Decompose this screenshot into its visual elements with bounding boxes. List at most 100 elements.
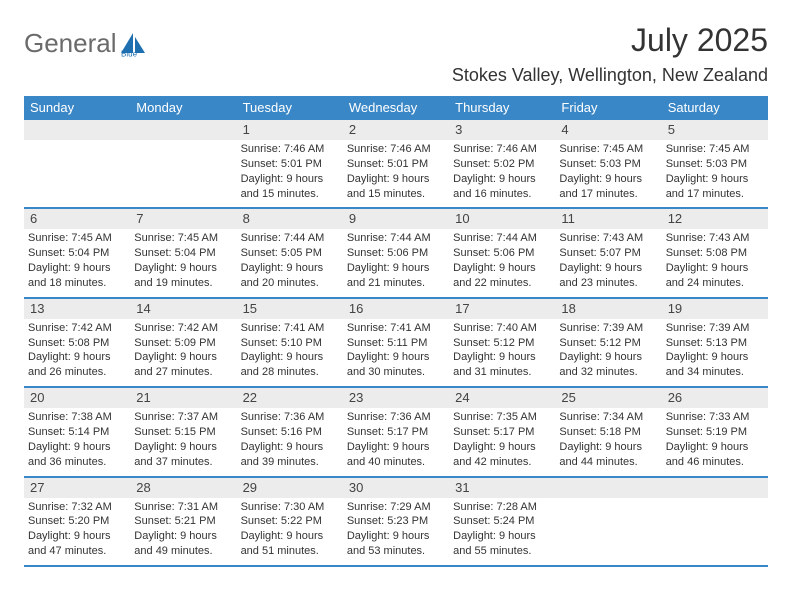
sunset-line: Sunset: 5:04 PM [28, 246, 126, 261]
day-details [559, 498, 657, 556]
day-details: Sunrise: 7:36 AMSunset: 5:16 PMDaylight:… [241, 408, 339, 469]
day-number [130, 120, 236, 140]
daylight1-line: Daylight: 9 hours [28, 261, 126, 276]
day-cell: 16Sunrise: 7:41 AMSunset: 5:11 PMDayligh… [343, 299, 449, 386]
sunset-line: Sunset: 5:21 PM [134, 514, 232, 529]
sunrise-line: Sunrise: 7:40 AM [453, 321, 551, 336]
day-cell: 26Sunrise: 7:33 AMSunset: 5:19 PMDayligh… [662, 388, 768, 475]
daylight2-line: and 15 minutes. [347, 187, 445, 202]
sunrise-line: Sunrise: 7:38 AM [28, 410, 126, 425]
sunrise-line: Sunrise: 7:35 AM [453, 410, 551, 425]
day-cell: 3Sunrise: 7:46 AMSunset: 5:02 PMDaylight… [449, 120, 555, 207]
day-number: 10 [449, 209, 555, 229]
daylight2-line: and 20 minutes. [241, 276, 339, 291]
daylight1-line: Daylight: 9 hours [559, 350, 657, 365]
week-row: 27Sunrise: 7:32 AMSunset: 5:20 PMDayligh… [24, 478, 768, 567]
day-cell: 29Sunrise: 7:30 AMSunset: 5:22 PMDayligh… [237, 478, 343, 565]
day-cell: 30Sunrise: 7:29 AMSunset: 5:23 PMDayligh… [343, 478, 449, 565]
day-number: 6 [24, 209, 130, 229]
day-details: Sunrise: 7:33 AMSunset: 5:19 PMDaylight:… [666, 408, 764, 469]
day-details: Sunrise: 7:34 AMSunset: 5:18 PMDaylight:… [559, 408, 657, 469]
sunset-line: Sunset: 5:06 PM [453, 246, 551, 261]
daylight2-line: and 23 minutes. [559, 276, 657, 291]
daylight1-line: Daylight: 9 hours [241, 529, 339, 544]
day-number [662, 478, 768, 498]
day-cell: 19Sunrise: 7:39 AMSunset: 5:13 PMDayligh… [662, 299, 768, 386]
daylight1-line: Daylight: 9 hours [453, 440, 551, 455]
day-cell: 2Sunrise: 7:46 AMSunset: 5:01 PMDaylight… [343, 120, 449, 207]
sunset-line: Sunset: 5:15 PM [134, 425, 232, 440]
sunrise-line: Sunrise: 7:44 AM [241, 231, 339, 246]
day-number: 1 [237, 120, 343, 140]
daylight2-line: and 16 minutes. [453, 187, 551, 202]
sunrise-line: Sunrise: 7:45 AM [134, 231, 232, 246]
sunrise-line: Sunrise: 7:45 AM [559, 142, 657, 157]
day-cell: 22Sunrise: 7:36 AMSunset: 5:16 PMDayligh… [237, 388, 343, 475]
sunset-line: Sunset: 5:19 PM [666, 425, 764, 440]
day-details [134, 140, 232, 198]
daylight1-line: Daylight: 9 hours [347, 440, 445, 455]
sail-icon: Blue [119, 31, 149, 57]
daylight2-line: and 39 minutes. [241, 455, 339, 470]
day-details: Sunrise: 7:42 AMSunset: 5:09 PMDaylight:… [134, 319, 232, 380]
daylight2-line: and 55 minutes. [453, 544, 551, 559]
sunrise-line: Sunrise: 7:36 AM [347, 410, 445, 425]
day-details: Sunrise: 7:28 AMSunset: 5:24 PMDaylight:… [453, 498, 551, 559]
daylight2-line: and 47 minutes. [28, 544, 126, 559]
day-details: Sunrise: 7:43 AMSunset: 5:07 PMDaylight:… [559, 229, 657, 290]
sunset-line: Sunset: 5:08 PM [28, 336, 126, 351]
day-cell: 10Sunrise: 7:44 AMSunset: 5:06 PMDayligh… [449, 209, 555, 296]
sunrise-line: Sunrise: 7:43 AM [666, 231, 764, 246]
daylight1-line: Daylight: 9 hours [347, 172, 445, 187]
daylight1-line: Daylight: 9 hours [559, 440, 657, 455]
weekday-label: Sunday [24, 96, 130, 120]
weekday-label: Tuesday [237, 96, 343, 120]
sunrise-line: Sunrise: 7:46 AM [453, 142, 551, 157]
daylight1-line: Daylight: 9 hours [134, 529, 232, 544]
sunset-line: Sunset: 5:01 PM [241, 157, 339, 172]
sunrise-line: Sunrise: 7:31 AM [134, 500, 232, 515]
daylight2-line: and 26 minutes. [28, 365, 126, 380]
day-details [666, 498, 764, 556]
day-details: Sunrise: 7:46 AMSunset: 5:01 PMDaylight:… [241, 140, 339, 201]
day-number [24, 120, 130, 140]
sunrise-line: Sunrise: 7:45 AM [28, 231, 126, 246]
day-details: Sunrise: 7:42 AMSunset: 5:08 PMDaylight:… [28, 319, 126, 380]
daylight1-line: Daylight: 9 hours [666, 261, 764, 276]
week-row: 13Sunrise: 7:42 AMSunset: 5:08 PMDayligh… [24, 299, 768, 388]
day-cell [555, 478, 661, 565]
sunset-line: Sunset: 5:16 PM [241, 425, 339, 440]
daylight2-line: and 30 minutes. [347, 365, 445, 380]
daylight1-line: Daylight: 9 hours [666, 440, 764, 455]
sunset-line: Sunset: 5:24 PM [453, 514, 551, 529]
day-cell: 28Sunrise: 7:31 AMSunset: 5:21 PMDayligh… [130, 478, 236, 565]
day-cell: 27Sunrise: 7:32 AMSunset: 5:20 PMDayligh… [24, 478, 130, 565]
daylight2-line: and 51 minutes. [241, 544, 339, 559]
weekday-label: Friday [555, 96, 661, 120]
day-number: 23 [343, 388, 449, 408]
sunset-line: Sunset: 5:12 PM [559, 336, 657, 351]
sunrise-line: Sunrise: 7:46 AM [241, 142, 339, 157]
day-details: Sunrise: 7:44 AMSunset: 5:06 PMDaylight:… [453, 229, 551, 290]
daylight1-line: Daylight: 9 hours [453, 172, 551, 187]
day-cell: 17Sunrise: 7:40 AMSunset: 5:12 PMDayligh… [449, 299, 555, 386]
day-details: Sunrise: 7:46 AMSunset: 5:02 PMDaylight:… [453, 140, 551, 201]
sunset-line: Sunset: 5:07 PM [559, 246, 657, 261]
daylight1-line: Daylight: 9 hours [241, 172, 339, 187]
day-cell: 25Sunrise: 7:34 AMSunset: 5:18 PMDayligh… [555, 388, 661, 475]
day-number: 2 [343, 120, 449, 140]
daylight2-line: and 40 minutes. [347, 455, 445, 470]
day-cell: 8Sunrise: 7:44 AMSunset: 5:05 PMDaylight… [237, 209, 343, 296]
day-number: 4 [555, 120, 661, 140]
week-row: 20Sunrise: 7:38 AMSunset: 5:14 PMDayligh… [24, 388, 768, 477]
page-title: July 2025 [452, 22, 768, 59]
daylight1-line: Daylight: 9 hours [241, 440, 339, 455]
day-number: 17 [449, 299, 555, 319]
daylight1-line: Daylight: 9 hours [453, 350, 551, 365]
sunrise-line: Sunrise: 7:45 AM [666, 142, 764, 157]
day-details: Sunrise: 7:45 AMSunset: 5:04 PMDaylight:… [134, 229, 232, 290]
day-cell [130, 120, 236, 207]
daylight2-line: and 18 minutes. [28, 276, 126, 291]
brand-name-gray: General [24, 28, 117, 59]
day-number: 24 [449, 388, 555, 408]
